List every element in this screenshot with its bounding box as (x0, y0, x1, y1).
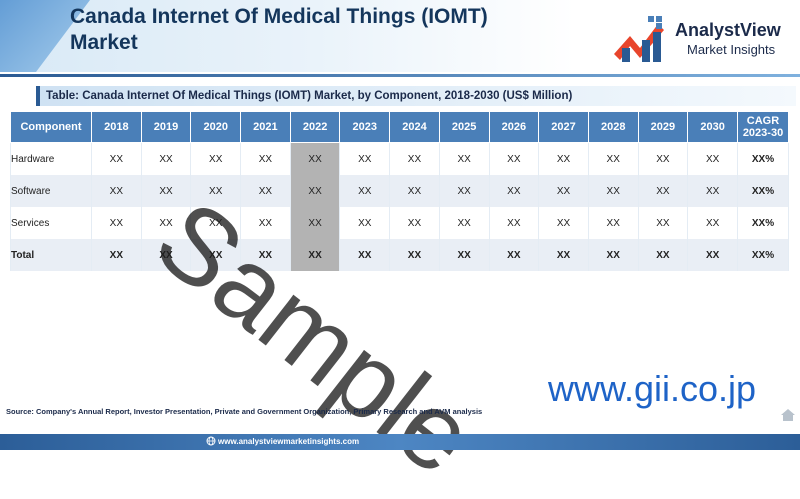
table-cell: XX (190, 207, 242, 239)
logo-tagline: Market Insights (687, 42, 776, 57)
table-cell: XX (687, 142, 738, 175)
table-cell: XX (339, 175, 391, 207)
column-header: 2023 (339, 111, 391, 143)
table-cell: XX (289, 175, 341, 207)
cagr-cell: XX% (737, 142, 789, 175)
logo: AnalystView Market Insights (612, 14, 792, 64)
row-label: Software (10, 175, 92, 207)
footer-bar (0, 434, 800, 450)
row-label: Total (10, 239, 92, 271)
row-label: Hardware (10, 142, 92, 175)
column-header: 2027 (538, 111, 589, 143)
table-cell: XX (140, 175, 192, 207)
column-header: 2019 (140, 111, 192, 143)
column-header: Component (10, 111, 92, 143)
table-cell: XX (637, 175, 689, 207)
source-note: Source: Company's Annual Report, Investo… (6, 407, 483, 416)
table-cell: XX (687, 207, 738, 239)
table-cell: XX (339, 239, 391, 271)
table-cell: XX (289, 142, 341, 175)
table-cell: XX (389, 142, 440, 175)
table-cell: XX (538, 175, 589, 207)
page-title: Canada Internet Of Medical Things (IOMT)… (70, 5, 488, 54)
table-cell: XX (538, 207, 589, 239)
cagr-header-line1: CAGR (746, 115, 780, 127)
table-cell: XX (438, 207, 490, 239)
table-header-row: Component 2018 2019 2020 2021 2022 2023 … (10, 111, 789, 143)
table-cell: XX (587, 175, 639, 207)
table-cell: XX (91, 142, 142, 175)
table-cell: XX (538, 239, 589, 271)
table-cell: XX (289, 207, 341, 239)
gii-url[interactable]: www.gii.co.jp (548, 368, 757, 409)
table-cell: XX (389, 239, 440, 271)
table-cell: XX (488, 142, 540, 175)
table-cell: XX (91, 207, 142, 239)
table-cell: XX (488, 239, 540, 271)
table-cell: XX (140, 239, 192, 271)
column-header: 2021 (240, 111, 291, 143)
column-header: 2025 (438, 111, 490, 143)
cagr-column-header: CAGR 2023-30 (737, 111, 789, 143)
table-cell: XX (538, 142, 589, 175)
table-cell: XX (140, 207, 192, 239)
table-cell: XX (637, 207, 689, 239)
row-label: Services (10, 207, 92, 239)
table-row: Hardware XX XX XX XX XX XX XX XX XX XX XX XX XX XX% (10, 142, 789, 175)
table-cell: XX (339, 207, 391, 239)
table-cell: XX (240, 207, 291, 239)
column-header: 2030 (687, 111, 738, 143)
table-cell: XX (438, 239, 490, 271)
table-cell: XX (587, 207, 639, 239)
header-band (0, 0, 575, 72)
table-cell: XX (488, 175, 540, 207)
home-icon[interactable] (780, 408, 796, 422)
table-cell: XX (190, 239, 242, 271)
market-table: Component 2018 2019 2020 2021 2022 2023 … (10, 111, 789, 271)
table-cell: XX (339, 142, 391, 175)
table-cell: XX (438, 142, 490, 175)
column-header: 2020 (190, 111, 242, 143)
footer-url[interactable]: www.analystviewmarketinsights.com (218, 437, 360, 446)
cagr-header-line2: 2023-30 (742, 127, 784, 139)
table-cell: XX (687, 239, 738, 271)
table-cell: XX (438, 175, 490, 207)
table-cell: XX (190, 175, 242, 207)
cagr-cell: XX% (737, 239, 789, 271)
table-row: Services XX XX XX XX XX XX XX XX XX XX XX XX XX XX% (10, 207, 789, 239)
table-cell: XX (587, 239, 639, 271)
table-cell: XX (389, 175, 440, 207)
table-cell: XX (687, 175, 738, 207)
table-cell: XX (389, 207, 440, 239)
table-cell: XX (637, 142, 689, 175)
table-cell: XX (488, 207, 540, 239)
column-header: 2026 (488, 111, 540, 143)
table-cell: XX (190, 142, 242, 175)
globe-icon (206, 436, 216, 446)
analystview-logo-icon (614, 16, 664, 62)
table-row: Software XX XX XX XX XX XX XX XX XX XX XX XX XX XX% (10, 175, 789, 207)
table-cell: XX (240, 239, 291, 271)
table-cell: XX (289, 239, 341, 271)
header-divider (0, 74, 800, 77)
table-cell: XX (91, 175, 142, 207)
cagr-cell: XX% (737, 175, 789, 207)
table-cell: XX (140, 142, 192, 175)
cagr-cell: XX% (737, 207, 789, 239)
column-header: 2029 (637, 111, 689, 143)
table-cell: XX (91, 239, 142, 271)
column-header: 2018 (91, 111, 142, 143)
table-total-row: Total XX XX XX XX XX XX XX XX XX XX XX XX XX XX% (10, 239, 789, 271)
logo-name: AnalystView (675, 20, 781, 40)
table-cell: XX (637, 239, 689, 271)
table-cell: XX (240, 142, 291, 175)
column-header: 2022 (289, 111, 341, 143)
column-header: 2028 (587, 111, 639, 143)
table-caption: Table: Canada Internet Of Medical Things… (36, 86, 796, 106)
column-header: 2024 (389, 111, 440, 143)
table-cell: XX (240, 175, 291, 207)
table-cell: XX (587, 142, 639, 175)
